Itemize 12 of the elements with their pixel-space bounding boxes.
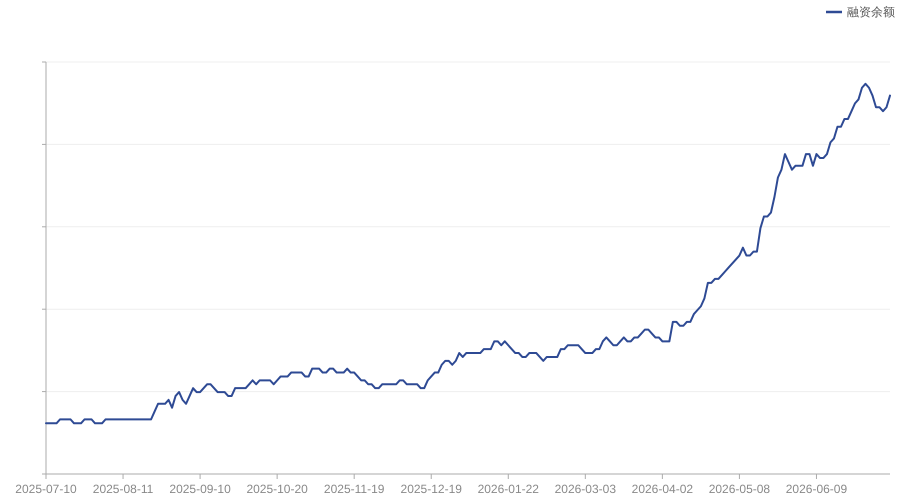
- x-tick-label: 2026-05-08: [708, 482, 770, 496]
- x-tick-label: 2025-07-10: [15, 482, 78, 496]
- x-tick-label: 2026-06-09: [786, 482, 848, 496]
- x-tick-label: 2025-10-20: [246, 482, 308, 496]
- x-tick-label: 2026-03-03: [554, 482, 616, 496]
- x-tick-label: 2025-12-19: [400, 482, 462, 496]
- legend-label: 融资余额: [847, 5, 895, 19]
- x-tick-label: 2025-09-10: [169, 482, 232, 496]
- x-tick-label: 2026-01-22: [478, 482, 540, 496]
- x-tick-label: 2026-04-02: [632, 482, 694, 496]
- x-tick-label: 2025-11-19: [324, 482, 385, 496]
- x-tick-label: 2025-08-11: [92, 482, 154, 496]
